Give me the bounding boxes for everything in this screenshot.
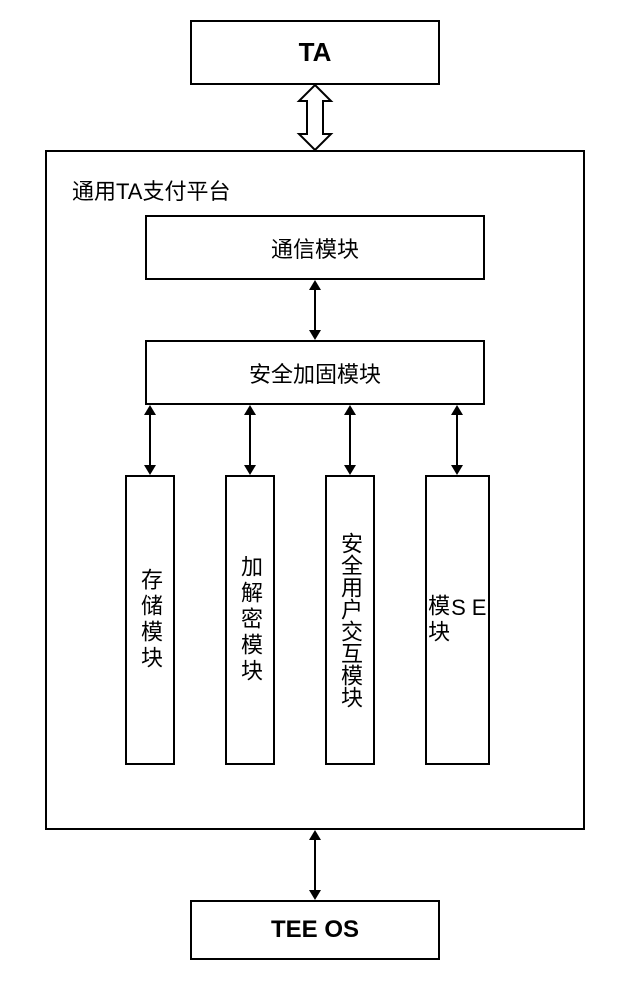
se-label-bottom: 模块 [425, 594, 450, 646]
crypto-box: 加解密模块 [225, 475, 275, 765]
se-label-top: SE [451, 595, 492, 620]
ta-box: TA [190, 20, 440, 85]
arrow-security-to-crypto [240, 405, 260, 475]
storage-label: 存储模块 [134, 568, 166, 672]
ta-label: TA [299, 37, 332, 68]
se-box: SE 模块 [425, 475, 490, 765]
arrow-security-to-storage [140, 405, 160, 475]
storage-box: 存储模块 [125, 475, 175, 765]
comm-label: 通信模块 [271, 232, 359, 264]
security-label: 安全加固模块 [249, 357, 381, 389]
arrow-comm-to-security [305, 280, 325, 340]
teeos-box: TEE OS [190, 900, 440, 960]
arrow-platform-to-teeos [305, 830, 325, 900]
ui-box: 安全用户交互模块 [325, 475, 375, 765]
security-box: 安全加固模块 [145, 340, 485, 405]
ui-label: 安全用户交互模块 [334, 532, 366, 708]
arrow-ta-to-platform [295, 85, 335, 150]
arrow-security-to-se [447, 405, 467, 475]
arrow-security-to-ui [340, 405, 360, 475]
comm-box: 通信模块 [145, 215, 485, 280]
platform-label: 通用TA支付平台 [67, 172, 563, 206]
crypto-label: 加解密模块 [234, 555, 266, 685]
teeos-label: TEE OS [271, 916, 359, 944]
se-inner: SE 模块 [423, 594, 493, 646]
